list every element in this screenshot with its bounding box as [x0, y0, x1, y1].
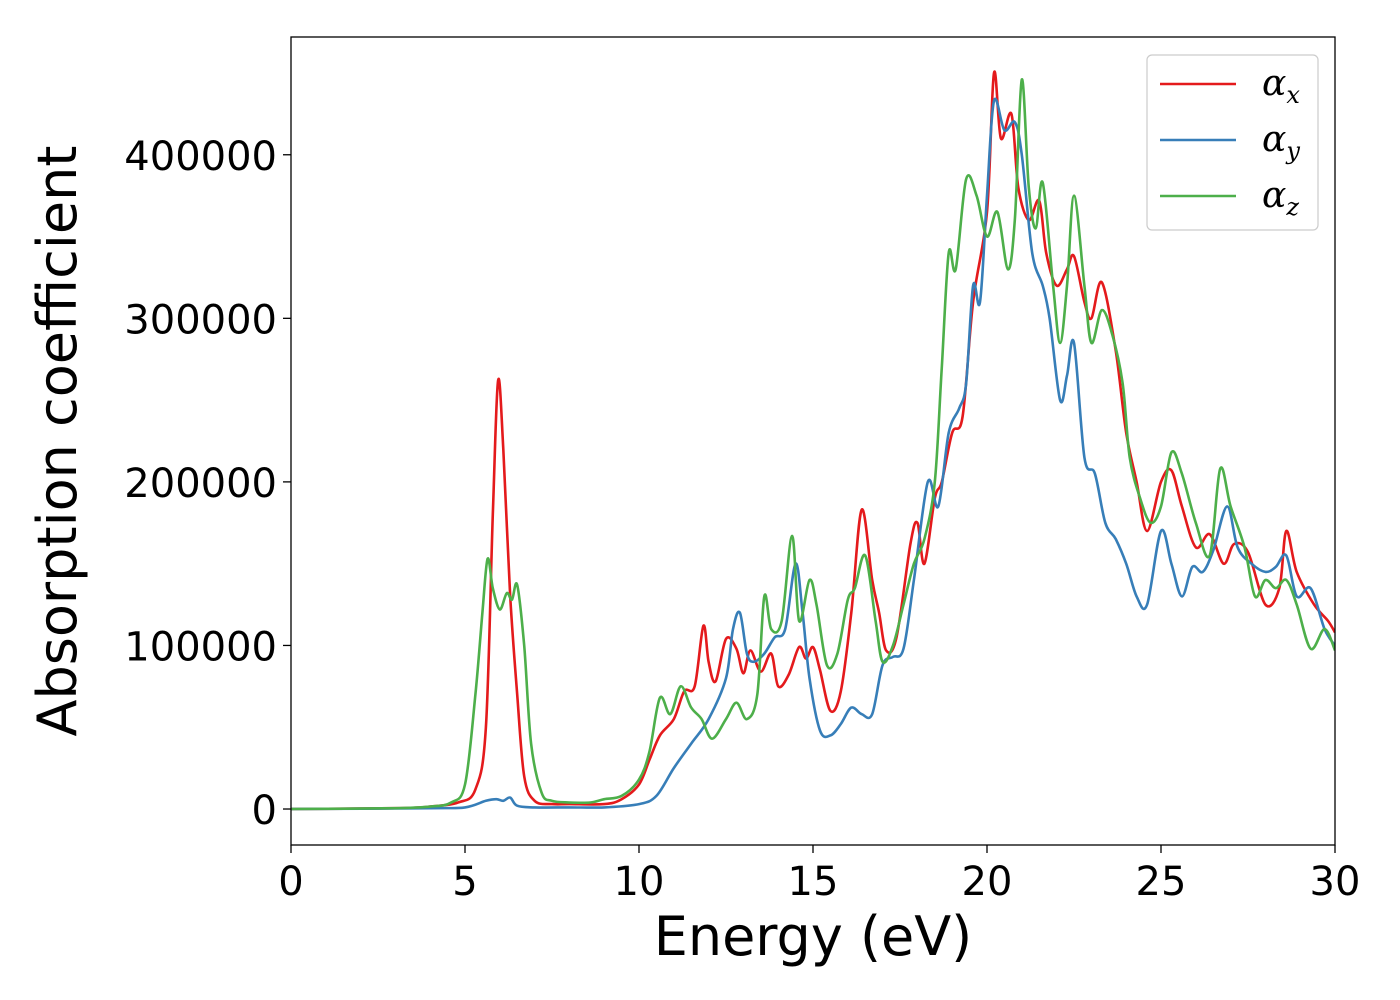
x-tick-label: 0: [278, 859, 303, 905]
y-tick-label: 200000: [124, 461, 277, 507]
y-tick-label: 300000: [124, 297, 277, 343]
y-tick-label: 100000: [124, 624, 277, 670]
x-tick-label: 30: [1310, 859, 1361, 905]
x-tick-label: 20: [962, 859, 1013, 905]
series-layer: [291, 70, 1335, 811]
x-tick-label: 25: [1136, 859, 1187, 905]
series-line-y: [291, 97, 1335, 811]
legend-label-y: αy: [1262, 119, 1300, 165]
y-tick-label: 0: [252, 788, 277, 834]
x-tick-label: 15: [788, 859, 839, 905]
legend-label-x: αx: [1262, 63, 1300, 109]
y-axis-title: Absorption coefficient: [26, 146, 89, 737]
series-line-x: [291, 70, 1335, 811]
ticks-layer: 0 5 10 15 20 25 30 0 100000 200000 300000 400000: [124, 134, 1360, 905]
x-tick-label: 5: [452, 859, 477, 905]
x-tick-label: 10: [614, 859, 665, 905]
series-line-z: [291, 78, 1335, 811]
x-axis-title: Energy (eV): [654, 905, 973, 968]
y-tick-label: 400000: [124, 134, 277, 180]
legend-box: [1146, 54, 1319, 231]
